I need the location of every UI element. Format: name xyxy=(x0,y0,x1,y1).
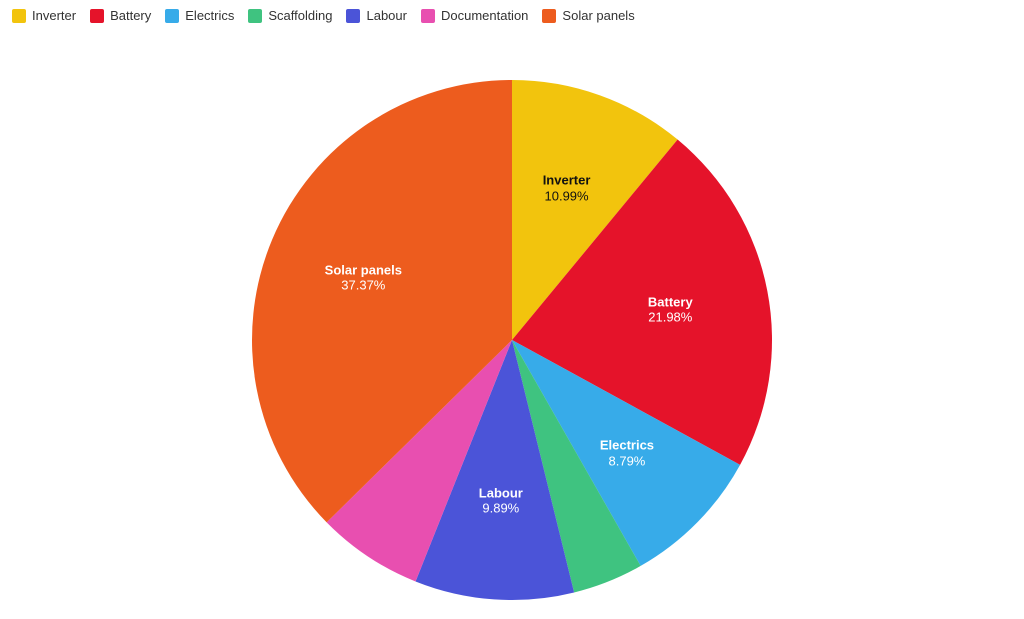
pie-svg xyxy=(0,0,1024,614)
pie-chart: Inverter10.99%Battery21.98%Electrics8.79… xyxy=(0,0,1024,614)
